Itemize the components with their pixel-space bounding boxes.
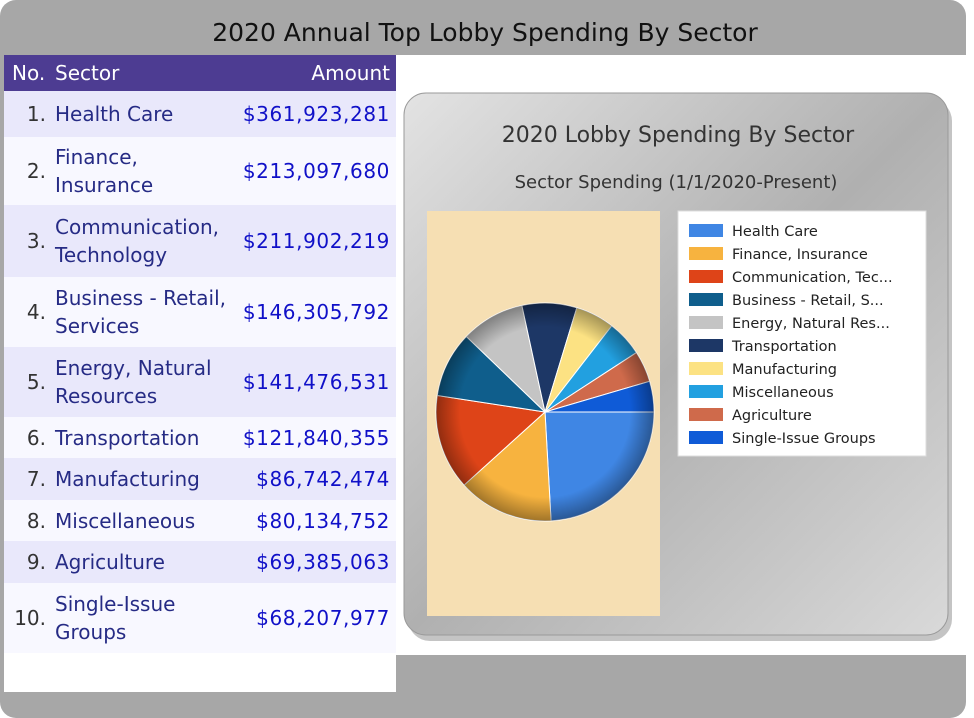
legend-label: Finance, Insurance: [732, 247, 868, 263]
row-sector: Health Care: [55, 100, 173, 128]
row-number: 6.: [26, 425, 46, 450]
row-amount: $80,134,752: [256, 508, 390, 533]
sector-line: Health Care: [55, 102, 174, 126]
row-amount: $211,902,219: [242, 229, 390, 253]
legend-swatch: [689, 362, 723, 375]
legend-swatch: [689, 247, 723, 260]
spending-table: No. Sector Amount 1. Health Care $361,923,…: [4, 55, 396, 692]
sector-line: Miscellaneous: [55, 508, 196, 533]
sector-line: Groups: [55, 620, 127, 644]
legend-label: Health Care: [732, 224, 818, 240]
table-row: 6. Transportation $121,840,355: [4, 417, 396, 458]
table-row: 8. Miscellaneous $80,134,752: [4, 500, 396, 541]
row-sector: Communication, Technology: [55, 213, 219, 269]
legend-label: Agriculture: [732, 408, 812, 424]
page-title: 2020 Annual Top Lobby Spending By Sector: [212, 18, 758, 47]
row-amount: $146,305,792: [242, 300, 390, 324]
row-sector: Finance, Insurance: [55, 143, 153, 199]
table-row: 2. Finance, Insurance $213,097,680: [4, 137, 396, 205]
legend-label: Business - Retail, S...: [732, 293, 884, 309]
legend: Health Care Finance, Insurance Communicati…: [689, 224, 893, 447]
row-number: 5.: [26, 370, 46, 394]
legend-swatch: [689, 431, 723, 444]
row-amount: $121,840,355: [242, 425, 390, 450]
legend-swatch: [689, 224, 723, 237]
row-sector: Business - Retail, Services: [55, 284, 226, 340]
row-number: 3.: [26, 229, 46, 253]
legend-swatch: [689, 293, 723, 306]
sector-line: Technology: [55, 243, 168, 267]
table-row: 3. Communication, Technology $211,902,219: [4, 205, 396, 277]
chart-subtitle: Sector Spending (1/1/2020-Present): [515, 172, 838, 193]
table-row: 5. Energy, Natural Resources $141,476,531: [4, 347, 396, 417]
legend-swatch: [689, 408, 723, 421]
row-amount: $68,207,977: [256, 606, 390, 630]
header-amount: Amount: [311, 61, 390, 85]
legend-label: Single-Issue Groups: [732, 431, 876, 447]
header-no: No.: [12, 61, 46, 85]
sector-line: Resources: [55, 384, 158, 408]
legend-label: Manufacturing: [732, 362, 837, 378]
row-sector: Single-Issue Groups: [55, 590, 175, 646]
table-header: No. Sector Amount: [4, 55, 396, 91]
sector-line: Transportation: [55, 425, 200, 450]
legend-swatch: [689, 385, 723, 398]
sector-line: Finance,: [55, 145, 138, 169]
legend-label: Transportation: [731, 339, 837, 355]
sector-line: Manufacturing: [55, 467, 200, 491]
legend-label: Energy, Natural Res...: [732, 316, 890, 332]
row-number: 8.: [26, 508, 46, 533]
row-sector: Miscellaneous: [55, 507, 195, 535]
legend-label: Communication, Tec...: [732, 270, 893, 286]
sector-line: Business - Retail,: [55, 286, 226, 310]
row-sector: Agriculture: [55, 548, 165, 576]
row-sector: Manufacturing: [55, 465, 200, 493]
table-row: 7. Manufacturing $86,742,474: [4, 458, 396, 500]
table-row: 4. Business - Retail, Services $146,305,792: [4, 277, 396, 347]
pie-chart: 2020 Lobby Spending By Sector Sector Spe…: [403, 92, 952, 641]
legend-swatch: [689, 339, 723, 352]
legend-swatch: [689, 316, 723, 329]
sector-line: Communication,: [55, 215, 219, 239]
chart-footer-strip: [396, 655, 966, 692]
row-amount: $86,742,474: [256, 467, 390, 491]
legend-swatch: [689, 270, 723, 283]
chart-title: 2020 Lobby Spending By Sector: [502, 123, 855, 148]
table-row: 9. Agriculture $69,385,063: [4, 541, 396, 583]
table-row: 10. Single-Issue Groups $68,207,977: [4, 583, 396, 653]
sector-line: Single-Issue: [55, 592, 176, 616]
row-number: 1.: [26, 102, 46, 126]
row-number: 4.: [26, 300, 46, 324]
row-amount: $141,476,531: [242, 370, 390, 394]
row-amount: $69,385,063: [256, 550, 390, 574]
legend-label: Miscellaneous: [732, 385, 834, 401]
header-sector: Sector: [55, 61, 120, 85]
sector-line: Insurance: [55, 173, 154, 197]
row-amount: $361,923,281: [242, 102, 390, 126]
row-number: 2.: [26, 159, 46, 183]
row-number: 7.: [26, 467, 46, 491]
sector-line: Agriculture: [55, 550, 165, 574]
row-sector: Energy, Natural Resources: [55, 354, 212, 410]
table-row: 1. Health Care $361,923,281: [4, 91, 396, 137]
row-sector: Transportation: [55, 424, 199, 452]
row-amount: $213,097,680: [242, 159, 390, 183]
sector-line: Services: [55, 314, 140, 338]
pie-slices: [435, 302, 655, 522]
sector-line: Energy, Natural: [55, 356, 212, 380]
row-number: 10.: [14, 606, 46, 630]
row-number: 9.: [26, 550, 46, 574]
